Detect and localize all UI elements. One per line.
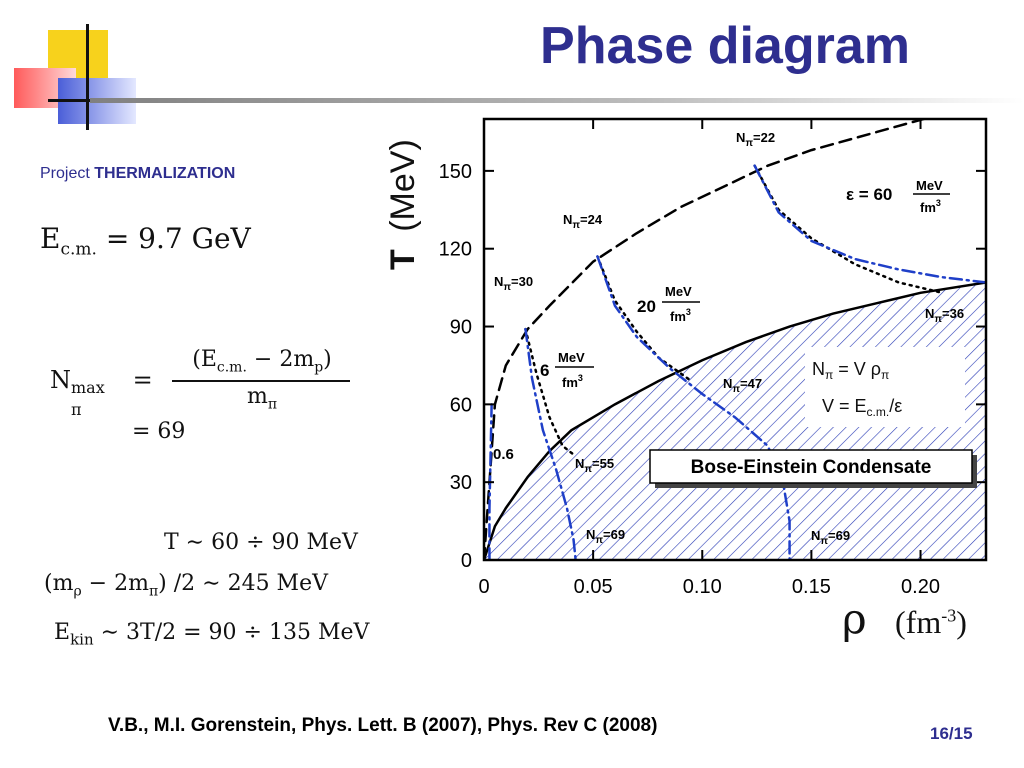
svg-text:20: 20	[637, 297, 656, 316]
svg-text:fm3: fm3	[670, 307, 691, 324]
svg-text:MeV: MeV	[916, 178, 943, 193]
label-npi-24: Nπ=24	[563, 212, 603, 231]
ekin-e: E	[54, 620, 71, 645]
x-tick-label: 0.20	[901, 576, 940, 598]
label-eps-60: ε = 60 MeV fm3	[846, 178, 950, 215]
nmax-superscript: max	[71, 378, 105, 397]
series-line-3	[596, 255, 693, 383]
page-number: 16/15	[930, 724, 973, 743]
label-npi-30: Nπ=30	[494, 274, 533, 293]
label-npi-55: Nπ=55	[575, 456, 614, 475]
y-tick-label: 90	[450, 317, 472, 339]
phase-diagram-chart: 0 0.05 0.10 0.15 0.20 0 30 60 90 120 150 Nπ=22 Nπ=…	[439, 117, 988, 598]
y-axis-label: T (MeV)	[384, 139, 422, 270]
kinetic-energy: Ekin ∼ 3T/2 = 90 ÷ 135 MeV	[54, 620, 369, 648]
ecm-equation: Ec.m. = 9.7 GeV	[40, 222, 251, 260]
label-npi-69-left: Nπ=69	[586, 527, 625, 546]
nmax-result: = 69	[132, 419, 186, 444]
ekin-rest: ∼ 3T/2 = 90 ÷ 135 MeV	[93, 620, 370, 645]
y-tick-label: 60	[450, 394, 472, 416]
svg-text:MeV: MeV	[665, 284, 692, 299]
temperature-range: T ∼ 60 ÷ 90 MeV	[164, 530, 358, 555]
y-tick-label: 0	[461, 550, 472, 572]
y-tick-label: 30	[450, 472, 472, 494]
label-npi-36: Nπ=36	[925, 306, 964, 325]
series-line-7	[596, 255, 791, 560]
md-mid: − 2m	[81, 571, 149, 596]
x-tick-label: 0	[478, 576, 489, 598]
md-rest: ) /2 ∼ 245 MeV	[158, 571, 328, 596]
mass-difference: (mρ − 2mπ) /2 ∼ 245 MeV	[44, 571, 328, 599]
ecm-symbol: E	[40, 222, 61, 255]
relation-volume: V = Ec.m./ε	[822, 396, 902, 419]
num-e-sub: c.m.	[216, 359, 247, 376]
slide-title: Phase diagram	[540, 17, 910, 75]
svg-text:T (MeV): T (MeV)	[384, 139, 422, 270]
label-npi-47: Nπ=47	[723, 376, 762, 395]
relation-density: Nπ = V ρπ	[812, 359, 889, 382]
nmax-symbol: N	[50, 366, 71, 394]
project-name: THERMALIZATION	[94, 165, 236, 182]
label-eps-6: 6 MeV fm3	[540, 350, 594, 390]
svg-text:ε = 60: ε = 60	[846, 185, 892, 204]
svg-text:6: 6	[540, 361, 549, 380]
series-line-8	[753, 164, 986, 284]
series-line-1	[484, 119, 929, 560]
svg-text:fm3: fm3	[562, 373, 583, 390]
svg-text:fm3: fm3	[920, 198, 941, 215]
bec-box: Bose-Einstein Condensate	[649, 449, 977, 488]
title-rule	[90, 98, 1024, 103]
y-axis-unit: (MeV)	[384, 139, 422, 232]
svg-text:MeV: MeV	[558, 350, 585, 365]
md-open: (m	[44, 571, 74, 596]
nmax-equals: =	[132, 366, 153, 394]
x-axis-symbol: ρ	[842, 594, 867, 643]
citation: V.B., M.I. Gorenstein, Phys. Lett. B (20…	[108, 715, 658, 736]
label-eps-0-6: 0.6	[493, 446, 514, 463]
md-rho: ρ	[73, 583, 82, 600]
label-npi-69-right: Nπ=69	[811, 528, 850, 547]
series-line-0	[484, 281, 986, 560]
label-npi-22: Nπ=22	[736, 130, 775, 149]
fraction-bar	[172, 380, 350, 382]
series-line-6	[524, 327, 577, 560]
ecm-subscript: c.m.	[60, 239, 97, 260]
den-m: m	[246, 384, 268, 409]
nmax-subscript: π	[71, 400, 82, 419]
num-e: (E	[192, 347, 217, 372]
num-close: )	[323, 347, 332, 372]
x-axis-unit: (fm-3)	[895, 604, 967, 640]
y-tick-label: 150	[439, 161, 472, 183]
x-tick-label: 0.15	[792, 576, 831, 598]
corner-decoration	[0, 0, 140, 140]
x-tick-label: 0.05	[574, 576, 613, 598]
y-tick-label: 120	[439, 239, 472, 261]
num-rest: − 2m	[246, 347, 315, 372]
ekin-sub: kin	[70, 630, 94, 649]
nmax-lhs: N max π =	[50, 366, 153, 419]
vertical-line	[86, 24, 89, 130]
nmax-numerator: (Ec.m. − 2mp)	[174, 347, 350, 375]
num-p-sub: p	[314, 359, 324, 376]
project-prefix: Project	[40, 165, 90, 182]
y-axis-symbol: T	[384, 249, 422, 270]
nmax-denominator: mπ	[174, 384, 350, 412]
md-pi: π	[148, 583, 159, 600]
bec-label: Bose-Einstein Condensate	[691, 457, 932, 478]
ecm-value: = 9.7 GeV	[105, 222, 251, 255]
plot-frame	[482, 117, 988, 562]
project-line: Project THERMALIZATION	[40, 165, 235, 183]
x-tick-label: 0.10	[683, 576, 722, 598]
label-eps-20: 20 MeV fm3	[637, 284, 700, 324]
den-pi: π	[267, 396, 278, 413]
relations-box: Nπ = V ρπ V = Ec.m./ε	[805, 347, 965, 427]
series-line-2	[524, 327, 577, 458]
